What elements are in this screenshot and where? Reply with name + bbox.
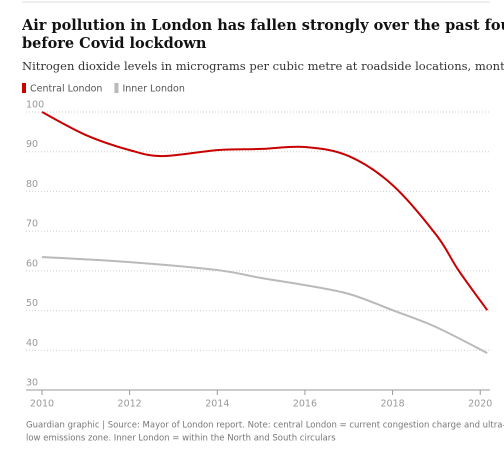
y-tick-label: 80 (26, 179, 38, 190)
chart-title: Air pollution in London has fallen stron… (21, 17, 504, 34)
source: low emissions zone. Inner London = withi… (26, 434, 336, 444)
x-tick-label: 2010 (30, 399, 54, 410)
source: Guardian graphic | Source: Mayor of Lond… (26, 421, 504, 431)
x-tick-label: 2014 (205, 399, 229, 410)
x-tick-label: 2016 (293, 399, 317, 410)
legend-label: Central London (30, 84, 102, 95)
series-line (41, 255, 488, 354)
series-line (41, 111, 489, 311)
chart-title: before Covid lockdown (22, 35, 207, 52)
legend-swatch (114, 83, 119, 93)
y-tick-label: 40 (26, 338, 38, 349)
x-tick-label: 2020 (468, 399, 492, 410)
y-tick-label: 60 (26, 258, 38, 269)
chart-subtitle: Nitrogen dioxide levels in micrograms pe… (22, 59, 504, 73)
y-tick-label: 50 (26, 298, 38, 309)
y-tick-label: 30 (26, 378, 38, 389)
legend: Central London Inner London (22, 83, 185, 95)
y-tick-label: 90 (26, 139, 38, 150)
x-tick-label: 2018 (380, 399, 404, 410)
y-tick-label: 70 (26, 219, 38, 230)
legend-label: Inner London (122, 84, 184, 95)
x-tick-label: 2012 (118, 399, 142, 410)
legend-swatch (22, 83, 26, 93)
y-tick-label: 100 (26, 100, 44, 111)
